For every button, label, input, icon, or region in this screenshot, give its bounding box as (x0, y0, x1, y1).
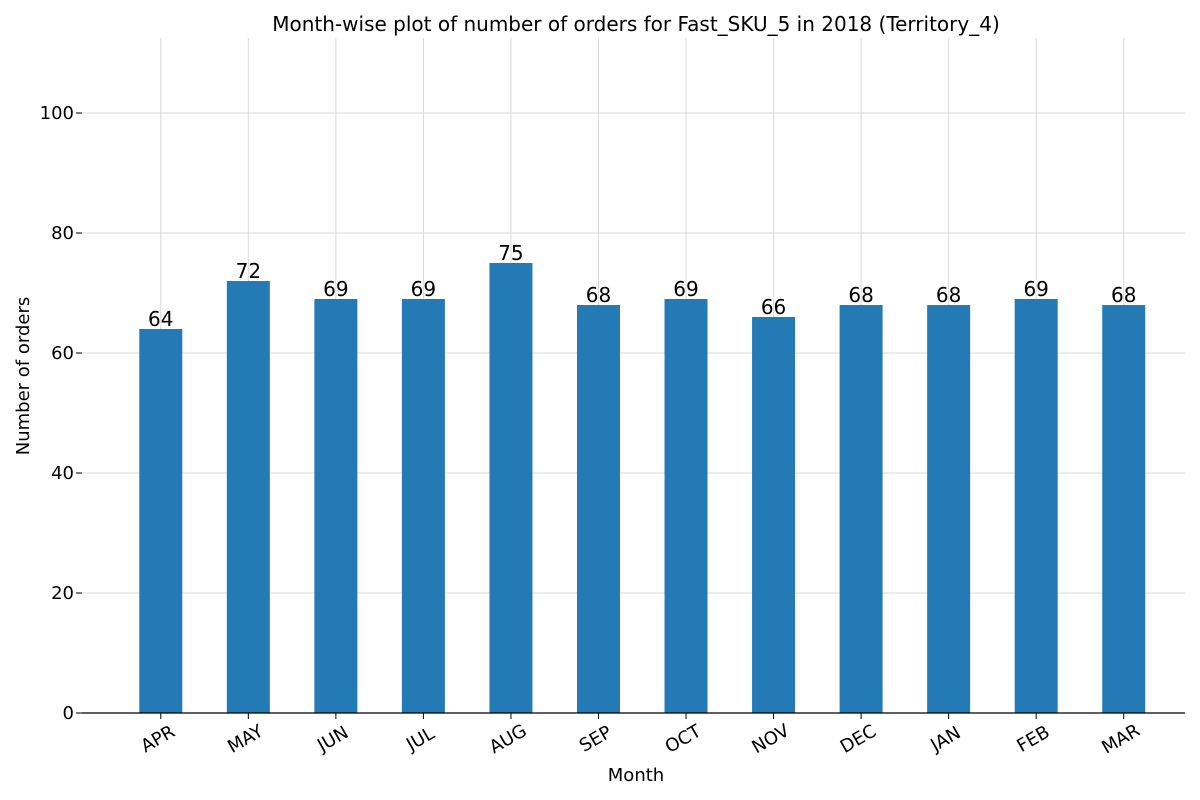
chart-title: Month-wise plot of number of orders for … (272, 12, 1000, 36)
value-label-aug: 75 (498, 241, 523, 265)
bar-mar (1102, 305, 1146, 713)
bar-dec (839, 305, 883, 713)
axes (76, 112, 1185, 719)
y-tick-label: 60 (51, 343, 74, 364)
bar-aug (489, 263, 533, 713)
y-tick-label: 80 (51, 223, 74, 244)
y-axis-label: Number of orders (13, 297, 34, 455)
bar-feb (1014, 299, 1058, 713)
bar-nov (752, 317, 796, 713)
value-label-apr: 64 (148, 307, 173, 331)
bar-sep (576, 305, 620, 713)
value-label-jan: 68 (936, 283, 961, 307)
bar-jun (314, 299, 358, 713)
value-label-sep: 68 (586, 283, 611, 307)
value-label-may: 72 (236, 259, 261, 283)
bar-apr (139, 329, 183, 713)
value-label-dec: 68 (848, 283, 873, 307)
x-axis-label: Month (608, 765, 664, 786)
value-label-mar: 68 (1111, 283, 1136, 307)
value-label-nov: 66 (761, 295, 786, 319)
y-tick-label: 100 (40, 103, 74, 124)
value-label-feb: 69 (1023, 277, 1048, 301)
y-tick-label: 0 (63, 703, 74, 724)
y-tick-label: 40 (51, 463, 74, 484)
bar-oct (664, 299, 708, 713)
value-label-oct: 69 (673, 277, 698, 301)
y-tick-label: 20 (51, 583, 74, 604)
bar-may (226, 281, 270, 713)
value-label-jun: 69 (323, 277, 348, 301)
bar-jan (927, 305, 971, 713)
bar-series (139, 263, 1146, 713)
value-label-jul: 69 (411, 277, 436, 301)
bar-jul (401, 299, 445, 713)
